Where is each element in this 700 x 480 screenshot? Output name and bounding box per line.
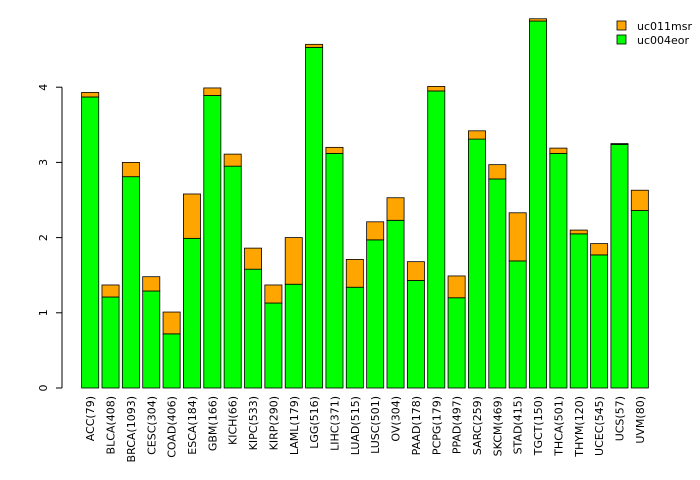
legend-swatch <box>616 34 627 45</box>
bar-uc004eor <box>325 152 344 389</box>
bar-uc011msr <box>549 147 568 154</box>
x-tick-label: THCA(501) <box>552 396 565 457</box>
x-tick-label: GBM(166) <box>206 396 219 451</box>
bar-uc004eor <box>223 165 242 389</box>
y-tick-label: 3 <box>37 159 50 166</box>
x-tick-label: UCEC(545) <box>593 396 606 456</box>
bar-uc004eor <box>284 283 303 389</box>
bar-uc011msr <box>223 153 242 167</box>
x-tick-label: STAD(415) <box>512 396 525 454</box>
legend-label: uc011msr <box>637 20 692 33</box>
bar-uc011msr <box>81 92 100 98</box>
bar-uc011msr <box>386 197 405 221</box>
bar-uc004eor <box>590 254 609 389</box>
y-tick-label: 2 <box>37 234 50 241</box>
bar-uc011msr <box>406 261 425 281</box>
bar-uc011msr <box>529 18 547 22</box>
bar-uc004eor <box>508 260 527 389</box>
bar-uc011msr <box>325 146 344 154</box>
bar-uc011msr <box>162 311 181 335</box>
x-tick-label: PPAD(497) <box>451 396 464 454</box>
x-tick-label: UVM(80) <box>634 396 647 444</box>
y-tick-label: 0 <box>37 385 50 392</box>
x-tick-label: COAD(406) <box>166 396 179 458</box>
x-tick-label: PAAD(178) <box>410 396 423 455</box>
bar-uc004eor <box>345 286 364 389</box>
x-tick-label: SKCM(469) <box>491 396 504 456</box>
y-axis: 0 1 2 3 4 <box>37 84 63 392</box>
y-tick-label: 1 <box>37 309 50 316</box>
x-tick-label: ACC(79) <box>84 396 97 441</box>
bar-uc004eor <box>142 290 161 389</box>
bar-uc011msr <box>508 212 527 262</box>
bar-uc011msr <box>488 164 507 180</box>
x-tick-label: KIPC(533) <box>247 396 260 450</box>
bar-uc004eor <box>427 90 446 389</box>
x-tick-label: THYM(120) <box>573 396 586 458</box>
bar-uc004eor <box>386 219 405 389</box>
bar-uc011msr <box>142 276 161 292</box>
x-tick-label: PCPG(179) <box>430 396 443 455</box>
x-tick-label: ESCA(184) <box>186 396 199 455</box>
bar-uc004eor <box>264 302 283 389</box>
bar-uc004eor <box>162 333 181 389</box>
bar-uc004eor <box>81 96 100 389</box>
bar-uc004eor <box>203 95 222 389</box>
y-tick-label: 4 <box>37 84 50 91</box>
bar-uc004eor <box>121 176 140 389</box>
bar-uc004eor <box>529 20 547 389</box>
bar-uc011msr <box>427 86 446 92</box>
bar-uc011msr <box>345 259 364 288</box>
bar-uc011msr <box>569 229 588 235</box>
bar-uc004eor <box>610 143 629 389</box>
x-tick-label: LUAD(515) <box>349 396 362 455</box>
bar-uc011msr <box>244 247 262 270</box>
x-tick-label: UCS(57) <box>613 396 626 441</box>
bar-group <box>81 18 649 389</box>
legend-label: uc004eor <box>637 34 690 47</box>
bar-uc004eor <box>488 178 507 389</box>
bar-uc011msr <box>468 130 486 140</box>
x-axis-labels: ACC(79) BLCA(408) BRCA(1093) CESC(304) COAD(… <box>84 396 647 462</box>
x-tick-label: LUSC(501) <box>369 396 382 454</box>
bar-uc011msr <box>284 237 303 285</box>
x-tick-label: BRCA(1093) <box>125 396 138 462</box>
bar-uc004eor <box>101 296 120 389</box>
bar-uc011msr <box>447 275 466 299</box>
x-tick-label: KIRP(290) <box>267 396 280 450</box>
x-tick-label: BLCA(408) <box>105 396 118 454</box>
bar-uc011msr <box>101 284 120 298</box>
bar-uc004eor <box>569 233 588 389</box>
bar-uc011msr <box>610 143 629 145</box>
bar-uc011msr <box>264 284 283 304</box>
bar-uc004eor <box>366 239 385 389</box>
x-tick-label: TGCT(150) <box>532 396 545 456</box>
x-tick-label: LAML(179) <box>288 396 301 455</box>
x-tick-label: LGG(516) <box>308 396 321 449</box>
bar-uc004eor <box>447 297 466 389</box>
bar-uc011msr <box>121 161 140 178</box>
bar-uc004eor <box>406 280 425 389</box>
x-tick-label: CESC(304) <box>145 396 158 455</box>
x-tick-label: SARC(259) <box>471 396 484 455</box>
bar-uc004eor <box>183 237 201 389</box>
bar-uc011msr <box>183 193 201 239</box>
x-tick-label: KICH(66) <box>227 396 240 445</box>
x-tick-label: LIHC(371) <box>328 396 341 451</box>
bar-uc004eor <box>549 152 568 389</box>
legend-swatch <box>616 20 627 31</box>
bar-uc004eor <box>305 46 324 389</box>
bar-uc011msr <box>630 189 649 211</box>
bar-uc004eor <box>244 268 262 389</box>
bar-uc004eor <box>630 210 649 389</box>
x-tick-label: OV(304) <box>390 396 403 442</box>
bar-uc011msr <box>305 43 324 48</box>
bar-uc011msr <box>590 243 609 256</box>
bar-uc004eor <box>468 138 486 389</box>
bar-uc011msr <box>366 221 385 241</box>
bar-uc011msr <box>203 87 222 96</box>
